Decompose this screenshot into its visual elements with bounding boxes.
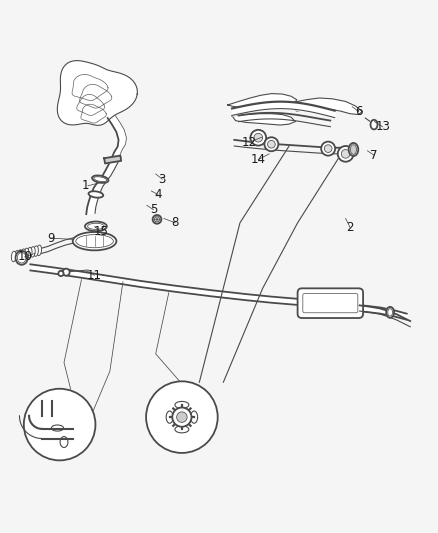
Text: 2: 2 — [346, 221, 354, 233]
Circle shape — [265, 138, 279, 151]
Polygon shape — [86, 157, 121, 214]
Polygon shape — [57, 61, 138, 125]
Text: 10: 10 — [17, 251, 32, 263]
Ellipse shape — [24, 248, 29, 259]
Circle shape — [172, 408, 191, 427]
Ellipse shape — [30, 247, 35, 257]
Text: 15: 15 — [94, 225, 109, 238]
Circle shape — [146, 381, 218, 453]
Ellipse shape — [73, 232, 117, 251]
Circle shape — [338, 146, 353, 161]
Ellipse shape — [85, 222, 107, 231]
Polygon shape — [232, 114, 295, 125]
Circle shape — [268, 140, 275, 148]
Ellipse shape — [11, 251, 16, 262]
Text: 7: 7 — [370, 149, 378, 161]
Polygon shape — [108, 116, 127, 157]
Text: 8: 8 — [172, 216, 179, 229]
Text: 9: 9 — [47, 232, 55, 245]
Polygon shape — [292, 98, 362, 115]
FancyBboxPatch shape — [297, 288, 363, 318]
Text: 13: 13 — [375, 120, 390, 133]
Ellipse shape — [21, 249, 26, 260]
Text: 11: 11 — [87, 269, 102, 282]
Circle shape — [154, 217, 159, 222]
Ellipse shape — [88, 191, 103, 198]
Ellipse shape — [15, 251, 28, 265]
Text: 4: 4 — [154, 188, 162, 201]
Ellipse shape — [92, 175, 109, 183]
Circle shape — [63, 269, 70, 276]
Ellipse shape — [349, 143, 358, 156]
Ellipse shape — [386, 307, 394, 318]
Ellipse shape — [27, 247, 32, 258]
Ellipse shape — [37, 245, 42, 255]
Text: 5: 5 — [150, 203, 157, 216]
Ellipse shape — [18, 249, 23, 260]
Circle shape — [254, 133, 263, 142]
Circle shape — [24, 389, 95, 461]
Text: 1: 1 — [82, 179, 90, 192]
Circle shape — [58, 271, 64, 276]
Circle shape — [341, 150, 350, 158]
Text: 3: 3 — [159, 173, 166, 185]
Circle shape — [152, 215, 161, 224]
Circle shape — [177, 412, 187, 422]
Text: 6: 6 — [355, 105, 363, 118]
Circle shape — [321, 142, 335, 156]
Ellipse shape — [34, 246, 39, 256]
Ellipse shape — [350, 144, 357, 154]
Ellipse shape — [371, 120, 378, 130]
Polygon shape — [104, 156, 121, 164]
Polygon shape — [228, 94, 297, 109]
Circle shape — [324, 145, 332, 152]
Text: 14: 14 — [251, 153, 266, 166]
Ellipse shape — [14, 251, 19, 261]
Circle shape — [251, 130, 266, 146]
Text: 12: 12 — [242, 135, 257, 149]
